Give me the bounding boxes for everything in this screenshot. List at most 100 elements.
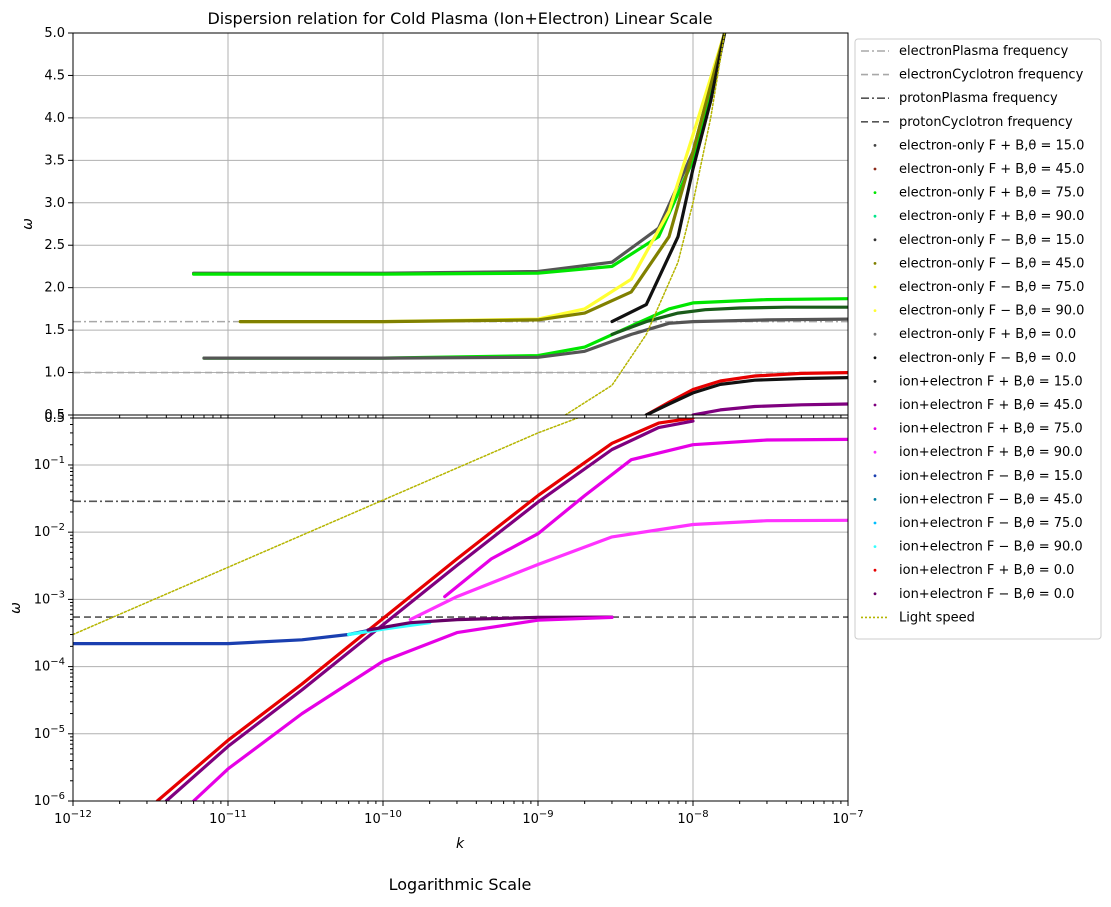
legend-entry: ion+electron F + B,θ = 75.0 — [873, 422, 1083, 437]
legend-label: electron-only F + B,θ = 15.0 — [899, 138, 1084, 153]
series-line — [610, 305, 848, 336]
legend-label: protonCyclotron frequency — [899, 115, 1073, 130]
legend-marker — [873, 262, 877, 265]
legend: electronPlasma frequency electronCyclotro… — [854, 38, 1102, 640]
x-tick-exponent: −9 — [539, 809, 554, 820]
legend-marker — [873, 309, 877, 312]
legend-entry: ion+electron F − B,θ = 90.0 — [873, 540, 1083, 555]
legend-label: electron-only F − B,θ = 0.0 — [899, 351, 1076, 366]
x-tick-label: 10−7 — [832, 809, 863, 827]
axes-frame — [72, 32, 849, 416]
series-line — [155, 418, 695, 801]
x-tick-exponent: −12 — [71, 809, 92, 820]
y-tick-label: 0.5 — [44, 408, 65, 423]
x-tick-exponent: −7 — [849, 809, 864, 820]
legend-marker — [873, 403, 877, 407]
bottom-plot-area: 10−610−510−410−310−210−10.510−12 10−11 10−… — [34, 411, 864, 827]
legend-marker — [873, 380, 877, 383]
legend-entry: protonCyclotron frequency — [861, 115, 1073, 130]
legend-label: ion+electron F − B,θ = 75.0 — [899, 516, 1083, 531]
legend-entry: electron-only F + B,θ = 45.0 — [873, 162, 1084, 177]
legend-marker — [873, 545, 877, 548]
y-tick-label: 1.0 — [44, 366, 65, 381]
y-tick-exponent: −4 — [50, 657, 65, 668]
x-tick-label: 10−12 — [54, 809, 92, 827]
y-tick-exponent: −1 — [50, 455, 65, 466]
legend-entry: electron-only F + B,θ = 15.0 — [873, 138, 1084, 153]
legend-entry: ion+electron F + B,θ = 15.0 — [873, 374, 1083, 389]
legend-label: ion+electron F + B,θ = 90.0 — [899, 445, 1083, 460]
y-tick-label: 10−1 — [34, 455, 65, 473]
x-tick-label: 10−8 — [677, 809, 708, 827]
legend-marker — [873, 144, 877, 147]
legend-entry: electronPlasma frequency — [861, 44, 1069, 59]
legend-label: ion+electron F − B,θ = 15.0 — [899, 469, 1083, 484]
reference-lines — [73, 320, 848, 374]
legend-marker — [873, 568, 877, 572]
legend-entry: electron-only F + B,θ = 90.0 — [873, 209, 1084, 224]
series-line — [443, 437, 848, 599]
series-line — [192, 615, 614, 801]
legend-marker — [873, 167, 877, 171]
y-tick-label: 10−6 — [34, 791, 65, 809]
legend-frame — [854, 38, 1102, 640]
legend-marker — [873, 592, 877, 596]
legend-marker — [873, 450, 877, 454]
legend-marker — [873, 285, 877, 289]
legend-label: electron-only F + B,θ = 75.0 — [899, 186, 1084, 201]
legend-entry: ion+electron F − B,θ = 75.0 — [873, 516, 1083, 531]
y-tick-label: 10−5 — [34, 724, 65, 742]
x-tick-label: 10−11 — [209, 809, 247, 827]
series-line — [366, 615, 614, 632]
legend-label: ion+electron F − B,θ = 90.0 — [899, 540, 1083, 555]
y-tick-label: 2.5 — [44, 238, 65, 253]
y-tick-label: 10−4 — [34, 657, 65, 675]
top-plot-area: 0.5 1.0 1.5 2.0 2.5 3.0 3.5 4.0 4.5 5.0 — [44, 26, 849, 423]
legend-marker — [873, 474, 877, 478]
legend-label: electron-only F + B,θ = 90.0 — [899, 209, 1084, 224]
legend-entry: ion+electron F + B,θ = 0.0 — [873, 563, 1074, 578]
y-tick-label: 4.5 — [44, 68, 65, 83]
legend-marker — [873, 191, 877, 195]
y-tick-exponent: −5 — [50, 724, 65, 735]
series-line — [408, 518, 848, 622]
legend-marker — [873, 356, 877, 360]
y-tick-label: 5.0 — [44, 26, 65, 41]
y-tick-exponent: −3 — [50, 589, 65, 600]
series-line — [192, 33, 727, 275]
legend-label: ion+electron F − B,θ = 45.0 — [899, 492, 1083, 507]
legend-label: electron-only F − B,θ = 75.0 — [899, 280, 1084, 295]
top-ylabel: ω — [20, 218, 36, 230]
legend-label: protonPlasma frequency — [899, 91, 1058, 106]
legend-entry: electron-only F − B,θ = 45.0 — [873, 256, 1084, 271]
series-line — [238, 33, 727, 324]
y-tick-label: 3.5 — [44, 153, 65, 168]
legend-marker — [873, 427, 877, 430]
series-line — [347, 621, 432, 637]
series-line — [73, 418, 579, 636]
legend-entry: protonPlasma frequency — [861, 91, 1058, 106]
legend-entry: electronCyclotron frequency — [861, 68, 1084, 83]
legend-label: ion+electron F − B,θ = 0.0 — [899, 587, 1074, 602]
legend-label: ion+electron F + B,θ = 15.0 — [899, 374, 1083, 389]
series-line — [238, 33, 727, 324]
series-line — [564, 33, 726, 415]
legend-entry: ion+electron F − B,θ = 0.0 — [873, 587, 1074, 602]
x-tick-exponent: −8 — [694, 809, 709, 820]
legend-label: ion+electron F + B,θ = 45.0 — [899, 398, 1083, 413]
legend-entry: electron-only F − B,θ = 0.0 — [873, 351, 1076, 366]
bottom-ylabel: ω — [8, 602, 24, 614]
legend-entry: electron-only F + B,θ = 0.0 — [873, 327, 1076, 342]
legend-marker — [873, 214, 877, 218]
y-axis-ticks: 0.5 1.0 1.5 2.0 2.5 3.0 3.5 4.0 4.5 5.0 — [44, 26, 73, 423]
legend-label: electronPlasma frequency — [899, 44, 1069, 59]
y-tick-label: 10−3 — [34, 589, 65, 607]
series-line — [644, 376, 848, 415]
y-tick-label: 3.0 — [44, 196, 65, 211]
y-tick-label: 1.5 — [44, 323, 65, 338]
grid — [72, 418, 849, 802]
legend-marker — [873, 521, 877, 525]
legend-label: electron-only F − B,θ = 90.0 — [899, 304, 1084, 319]
legend-label: electron-only F − B,θ = 45.0 — [899, 256, 1084, 271]
legend-entry: ion+electron F + B,θ = 90.0 — [873, 445, 1083, 460]
